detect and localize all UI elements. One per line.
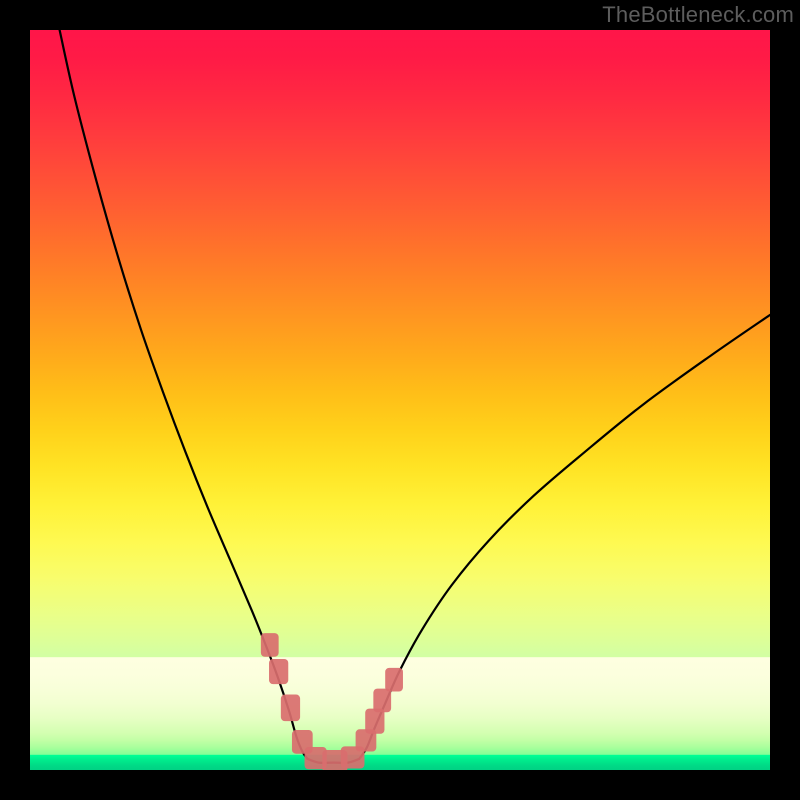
marker [365,709,384,734]
chart-container: TheBottleneck.com [0,0,800,800]
watermark-text: TheBottleneck.com [602,2,794,28]
gradient-background [30,30,770,770]
marker [281,695,300,722]
marker [373,689,391,713]
marker [261,633,279,657]
marker [385,668,403,692]
plot-svg [30,30,770,770]
plot-area [30,30,770,770]
marker [269,659,288,684]
